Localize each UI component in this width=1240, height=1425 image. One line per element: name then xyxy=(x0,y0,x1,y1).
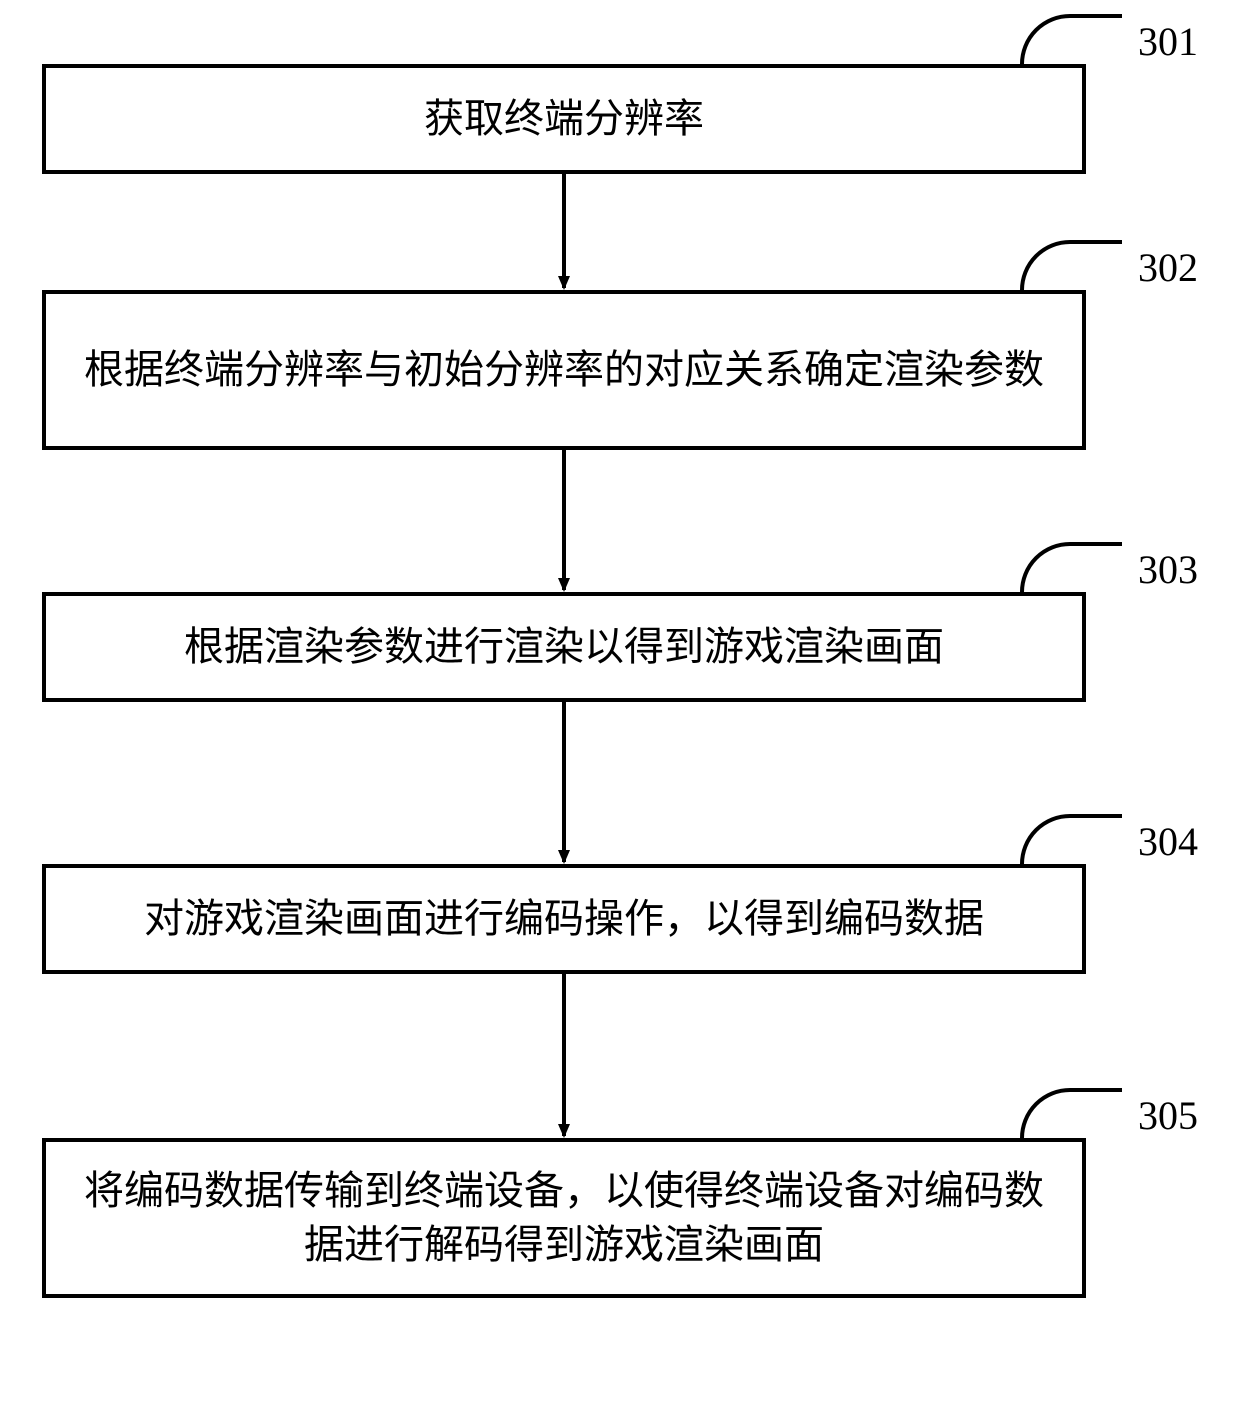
flowchart-hook xyxy=(1022,544,1122,592)
flowchart-node-text: 根据终端分辨率与初始分辨率的对应关系确定渲染参数 xyxy=(46,343,1082,397)
flowchart-node-n2: 根据终端分辨率与初始分辨率的对应关系确定渲染参数 xyxy=(42,290,1086,450)
flowchart-ref-label: 301 xyxy=(1138,18,1198,65)
flowchart-canvas: 获取终端分辨率 301 根据终端分辨率与初始分辨率的对应关系确定渲染参数 302 根据渲… xyxy=(0,0,1240,1425)
flowchart-node-text: 对游戏渲染画面进行编码操作，以得到编码数据 xyxy=(46,892,1082,946)
flowchart-ref-label: 302 xyxy=(1138,244,1198,291)
flowchart-node-n1: 获取终端分辨率 xyxy=(42,64,1086,174)
flowchart-node-text: 获取终端分辨率 xyxy=(46,92,1082,146)
flowchart-hook xyxy=(1022,1090,1122,1138)
flowchart-ref-label: 305 xyxy=(1138,1092,1198,1139)
flowchart-node-text: 将编码数据传输到终端设备，以使得终端设备对编码数据进行解码得到游戏渲染画面 xyxy=(46,1164,1082,1272)
flowchart-node-n5: 将编码数据传输到终端设备，以使得终端设备对编码数据进行解码得到游戏渲染画面 xyxy=(42,1138,1086,1298)
flowchart-ref-label: 304 xyxy=(1138,818,1198,865)
flowchart-node-text: 根据渲染参数进行渲染以得到游戏渲染画面 xyxy=(46,620,1082,674)
flowchart-hook xyxy=(1022,242,1122,290)
flowchart-node-n3: 根据渲染参数进行渲染以得到游戏渲染画面 xyxy=(42,592,1086,702)
flowchart-hook xyxy=(1022,16,1122,64)
flowchart-node-n4: 对游戏渲染画面进行编码操作，以得到编码数据 xyxy=(42,864,1086,974)
flowchart-hook xyxy=(1022,816,1122,864)
flowchart-ref-label: 303 xyxy=(1138,546,1198,593)
